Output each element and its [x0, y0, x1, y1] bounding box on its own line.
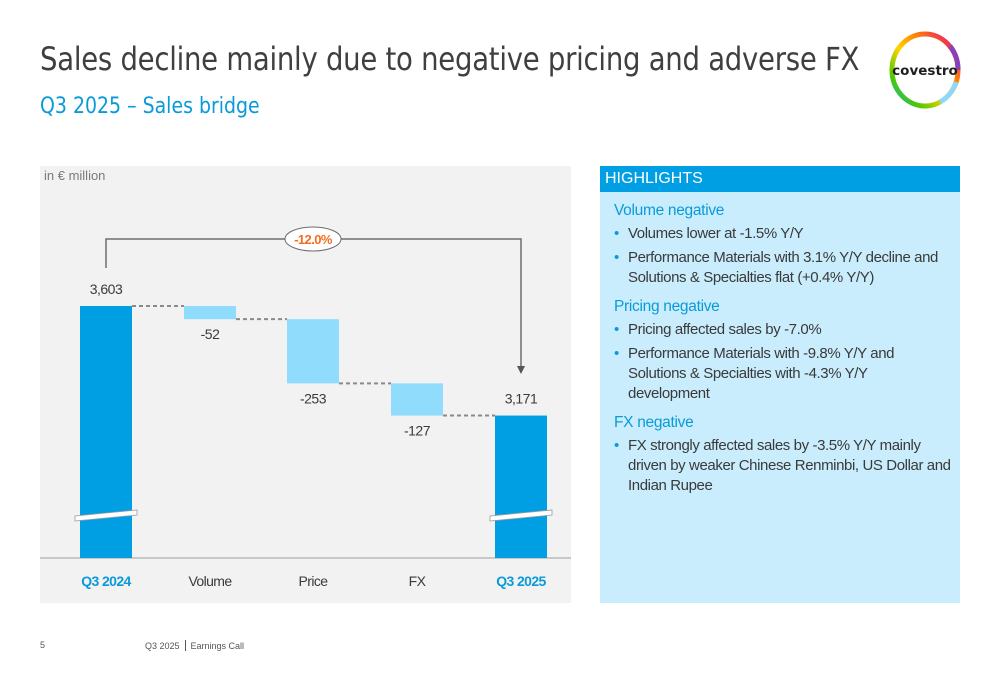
value-label: 3,171	[505, 391, 538, 407]
highlight-bullet: • Performance Materials with 3.1% Y/Y dec…	[614, 248, 952, 288]
highlight-section-title: Volume negative	[614, 202, 725, 219]
bullet-icon: •	[614, 225, 619, 242]
category-label: Q3 2025	[496, 573, 546, 589]
highlight-bullet: • Performance Materials with -9.8% Y/Y an…	[614, 344, 952, 404]
waterfall-chart-svg: 3,603 -52 -253 -127 3,171 Q3 2024 Volume Price F…	[40, 226, 571, 589]
bullet-icon: •	[614, 437, 619, 454]
highlight-section-title: FX negative	[614, 414, 694, 431]
value-label: 3,603	[90, 281, 123, 297]
highlight-bullet-text: FX strongly affected sales by -3.5% Y/Y …	[628, 437, 951, 494]
highlight-bullet-text: Pricing affected sales by -7.0%	[628, 321, 822, 338]
bar-fx	[391, 383, 443, 416]
highlights-panel: HIGHLIGHTS Volume negative • Volumes lower…	[600, 166, 960, 603]
bullet-icon: •	[614, 321, 619, 338]
bar-q3-2025	[495, 415, 547, 558]
logo-text: covestro	[892, 63, 958, 79]
highlights-body: Volume negative • Volumes lower at -1.5% Y…	[600, 192, 960, 496]
highlight-bullet: • Pricing affected sales by -7.0%	[614, 320, 952, 340]
highlights-header: HIGHLIGHTS	[600, 166, 960, 192]
category-label: Q3 2024	[81, 573, 131, 589]
footer-period: Q3 2025	[145, 641, 180, 651]
category-label: FX	[409, 573, 427, 589]
highlight-bullet: • FX strongly affected sales by -3.5% Y/Y…	[614, 436, 952, 496]
bullet-icon: •	[614, 249, 619, 266]
footer-separator	[184, 640, 186, 651]
axis-break-mark	[489, 509, 553, 522]
axis-break-mark	[74, 509, 138, 522]
value-label: -52	[201, 326, 220, 342]
arrow-head-icon	[517, 366, 525, 374]
bullet-icon: •	[614, 345, 619, 362]
highlight-list: • Volumes lower at -1.5% Y/Y • Performance …	[614, 224, 952, 288]
footer-event-name: Earnings Call	[190, 641, 245, 651]
bar-volume	[184, 306, 236, 320]
highlight-bullet-text: Volumes lower at -1.5% Y/Y	[628, 225, 804, 242]
change-percent-label: -12.0%	[294, 232, 333, 247]
footer-event: Q3 2025 Earnings Call	[145, 640, 244, 651]
change-badge	[284, 226, 342, 252]
bar-price	[287, 319, 339, 384]
unit-label: in € million	[44, 168, 106, 183]
highlight-bullet: • Volumes lower at -1.5% Y/Y	[614, 224, 952, 244]
highlight-list: • Pricing affected sales by -7.0% • Perform…	[614, 320, 952, 404]
highlight-section-title: Pricing negative	[614, 298, 720, 315]
bar-q3-2024	[80, 306, 132, 558]
highlight-list: • FX strongly affected sales by -3.5% Y/Y…	[614, 436, 952, 496]
category-label: Volume	[188, 573, 232, 589]
page-title: Sales decline mainly due to negative pri…	[40, 40, 860, 78]
category-label: Price	[299, 573, 329, 589]
page-number: 5	[40, 640, 46, 650]
covestro-logo: covestro	[889, 31, 961, 109]
page-subtitle: Q3 2025 – Sales bridge	[40, 94, 260, 119]
sales-bridge-chart: in € million 3,603 -52 -253 -127 3,171 Q3 202…	[40, 166, 571, 603]
value-label: -253	[300, 390, 327, 406]
highlight-bullet-text: Performance Materials with -9.8% Y/Y and…	[628, 345, 895, 402]
value-label: -127	[404, 423, 431, 439]
highlight-bullet-text: Performance Materials with 3.1% Y/Y decl…	[628, 249, 938, 286]
